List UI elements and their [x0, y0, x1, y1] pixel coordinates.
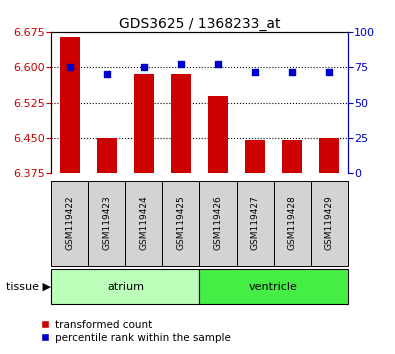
Bar — [162, 181, 199, 266]
Text: tissue ▶: tissue ▶ — [6, 282, 51, 292]
Bar — [282, 141, 302, 173]
Bar — [171, 74, 191, 173]
Bar — [310, 181, 348, 266]
Text: GSM119424: GSM119424 — [139, 196, 149, 250]
Bar — [208, 96, 228, 173]
Bar — [51, 181, 88, 266]
Bar — [274, 181, 310, 266]
Text: GSM119427: GSM119427 — [250, 196, 260, 250]
Bar — [237, 181, 274, 266]
Text: GSM119423: GSM119423 — [102, 196, 111, 250]
Text: GSM119426: GSM119426 — [213, 196, 222, 250]
Legend: transformed count, percentile rank within the sample: transformed count, percentile rank withi… — [37, 315, 235, 347]
Text: atrium: atrium — [107, 282, 144, 292]
Bar — [60, 36, 80, 173]
Point — [178, 62, 184, 67]
Text: GSM119428: GSM119428 — [288, 196, 297, 250]
Bar — [199, 269, 348, 304]
Bar — [199, 181, 237, 266]
Text: ventricle: ventricle — [249, 282, 298, 292]
Bar — [134, 74, 154, 173]
Point — [67, 64, 73, 70]
Point — [326, 69, 332, 74]
Title: GDS3625 / 1368233_at: GDS3625 / 1368233_at — [119, 17, 280, 31]
Point — [252, 69, 258, 74]
Bar — [245, 141, 265, 173]
Point — [215, 62, 221, 67]
Bar — [319, 138, 339, 173]
Bar — [51, 269, 199, 304]
Point — [104, 72, 110, 77]
Bar — [97, 138, 117, 173]
Bar — [126, 181, 162, 266]
Text: GSM119422: GSM119422 — [65, 196, 74, 250]
Point — [289, 69, 295, 74]
Text: GSM119429: GSM119429 — [325, 196, 334, 250]
Text: GSM119425: GSM119425 — [177, 196, 186, 250]
Bar — [88, 181, 126, 266]
Point — [141, 64, 147, 70]
